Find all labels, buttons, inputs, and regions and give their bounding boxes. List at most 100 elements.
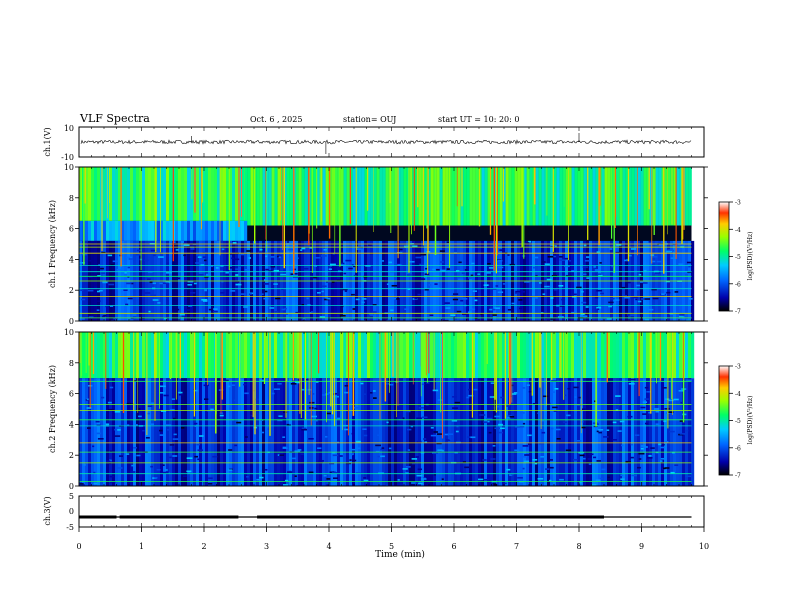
ch2-spectrogram-speckle: [125, 453, 130, 455]
ch1-spectrogram-speckle: [148, 310, 151, 313]
ch1-spectrogram-speckle: [235, 268, 239, 270]
ch2-spectrogram-speckle: [573, 386, 579, 389]
ch1-spectrogram-region-1-column: [319, 167, 323, 226]
ch2-spectrogram-region-3-column: [382, 378, 386, 486]
ch1-spectrogram-speckle: [149, 281, 153, 283]
ch2-spectrogram-region-3-column: [634, 378, 638, 486]
ch1-spectrogram-speckle: [265, 290, 268, 293]
ch2-spectrogram-region-3-column: [370, 378, 374, 486]
ch2-spectrogram-speckle: [162, 471, 169, 474]
ch2-spectrogram-region-0-column: [133, 332, 137, 379]
ch1-spectrogram-image: [79, 167, 695, 321]
ch1-spectrogram-speckle: [628, 281, 631, 284]
ch2-spectrogram-region-0-column: [622, 332, 626, 379]
ch2-spectrogram-speckle: [456, 425, 459, 428]
ch1-spectrogram-region-1-column: [442, 167, 446, 226]
ch1-spectrogram-speckle: [201, 299, 208, 301]
ch2-spectrogram-region-3-column: [241, 378, 245, 486]
ch1-spectrogram-speckle: [107, 254, 113, 257]
ch1-spectrogram-region-2-column: [241, 220, 245, 241]
ch2-spectrogram-speckle: [520, 412, 525, 414]
ch2-spectrogram-region-0-column: [319, 332, 323, 379]
ch2-spectrogram-region-0-column: [556, 332, 560, 379]
ch2-spectrogram-region-0-column: [250, 332, 254, 379]
ch1-spectrogram-speckle: [353, 274, 357, 277]
ch1-spectrogram-region-1-column: [358, 167, 362, 226]
ch1-spectrogram-speckle: [259, 248, 263, 251]
ch1-spectrogram-speckle: [624, 296, 630, 299]
ch2-spectrogram-speckle: [106, 460, 111, 462]
ch1-spectrogram-speckle: [637, 300, 642, 303]
ch2-spectrogram-speckle: [660, 460, 663, 462]
ch2-spectrogram-speckle: [426, 382, 430, 384]
ch2-spectrogram-speckle: [283, 411, 288, 413]
ch1-spectrogram-speckle: [650, 254, 655, 256]
ch2-spectrogram-region-3-column: [520, 378, 524, 486]
ch1-spectrogram-speckle: [183, 244, 190, 247]
ch2-spectrogram-region-0-column: [526, 332, 530, 379]
ch1-spectrogram-region-1-column: [604, 167, 608, 226]
ch1-spectrogram-region-1-column: [505, 167, 509, 226]
ch1-spectrogram-speckle: [452, 298, 458, 301]
ch1-spectrogram-region-1-column: [493, 167, 497, 226]
ch2-spectrogram-speckle: [578, 451, 585, 454]
ch1-colorbar: -3 -4 -5 -6 -7 log(PSD)(V²/Hz): [718, 200, 754, 316]
ch2-spectrogram-speckle: [662, 467, 666, 470]
ch2-spectrogram-speckle: [95, 378, 99, 380]
ch1-spectrogram-speckle: [429, 314, 434, 317]
ch1-spectrogram-speckle: [162, 282, 169, 285]
ch2-spectrogram-speckle: [617, 430, 622, 432]
colorbar-tick-label: -5: [735, 254, 741, 261]
ch1-spectrogram-speckle: [197, 256, 202, 258]
ch1-spectrogram-speckle: [371, 311, 377, 313]
ch1-spectrogram-speckle: [175, 249, 179, 251]
ch1-spectrogram-speckle: [352, 308, 356, 310]
ch2-spectrogram-speckle: [582, 408, 586, 410]
ch1-spectrogram-speckle: [275, 297, 281, 300]
ch1-spectrogram-speckle: [166, 272, 172, 274]
ch1-spectrogram-speckle: [127, 276, 130, 278]
ch1-spectrogram-speckle: [353, 265, 358, 268]
ch2-spectrogram-region-0-column: [379, 332, 383, 379]
ch1-spectrogram-speckle: [511, 302, 516, 305]
ch1-spectrogram-speckle: [273, 269, 279, 272]
ch1-spectrogram-speckle: [415, 256, 422, 259]
ch2-spectrogram-region-0-column: [112, 332, 116, 379]
ch1-spectrogram-speckle: [507, 254, 510, 256]
ch1-spectrogram-speckle: [179, 313, 185, 316]
ch1-spectrogram-speckle: [419, 263, 424, 266]
ch2-spectrogram-region-3-column: [223, 378, 227, 486]
ch2-spectrogram-speckle: [305, 378, 310, 381]
ch1-spectrogram-region-1-column: [547, 167, 551, 226]
ch2-spectrogram-speckle: [504, 482, 507, 485]
ch2-spectrogram-region-0-column: [607, 332, 611, 379]
ch1-spectrogram-speckle: [477, 273, 481, 275]
ch2-spectrogram-region-3-column: [232, 378, 236, 486]
ch2-spectrogram-speckle: [634, 434, 640, 436]
ch2-spectrogram-speckle: [640, 445, 646, 447]
ch1-spectrogram-speckle: [278, 256, 281, 259]
ch1-spectrogram-speckle: [670, 257, 677, 259]
ch1-spectrogram-region-1-column: [385, 167, 389, 226]
ch1-spectrogram-speckle: [147, 278, 151, 280]
ch2-spectrogram-speckle: [537, 412, 540, 414]
ch1-spectrogram-speckle: [321, 290, 324, 293]
ch1-spectrogram-speckle: [260, 293, 264, 295]
ch2-spectrogram-region-3-column: [493, 378, 497, 486]
ch2-spectrogram-region-0-column: [535, 332, 539, 379]
ch1-spectrogram-speckle: [471, 262, 475, 265]
ch1-spectrogram-speckle: [185, 309, 191, 311]
ch2-spectrogram-region-3-column: [466, 378, 470, 486]
ch2-spectrogram-region-3-column: [445, 378, 449, 486]
colorbar-tick-label: -3: [735, 200, 741, 207]
ch2-spectrogram-speckle: [395, 381, 399, 383]
ch2-spectrogram-region-0-column: [289, 332, 293, 379]
ch2-spectrogram-region-3-column: [166, 378, 170, 486]
ch2-spectrogram-speckle: [418, 407, 424, 409]
ch1-spectrogram-region-1-column: [466, 167, 470, 226]
ch2-spectrogram-speckle: [631, 474, 637, 477]
ch2-spectrogram-speckle: [138, 415, 142, 418]
ch2-spectrogram-speckle: [360, 382, 364, 385]
ch2-spectrogram-speckle: [307, 388, 312, 391]
ch1-spectrogram-speckle: [661, 293, 665, 295]
